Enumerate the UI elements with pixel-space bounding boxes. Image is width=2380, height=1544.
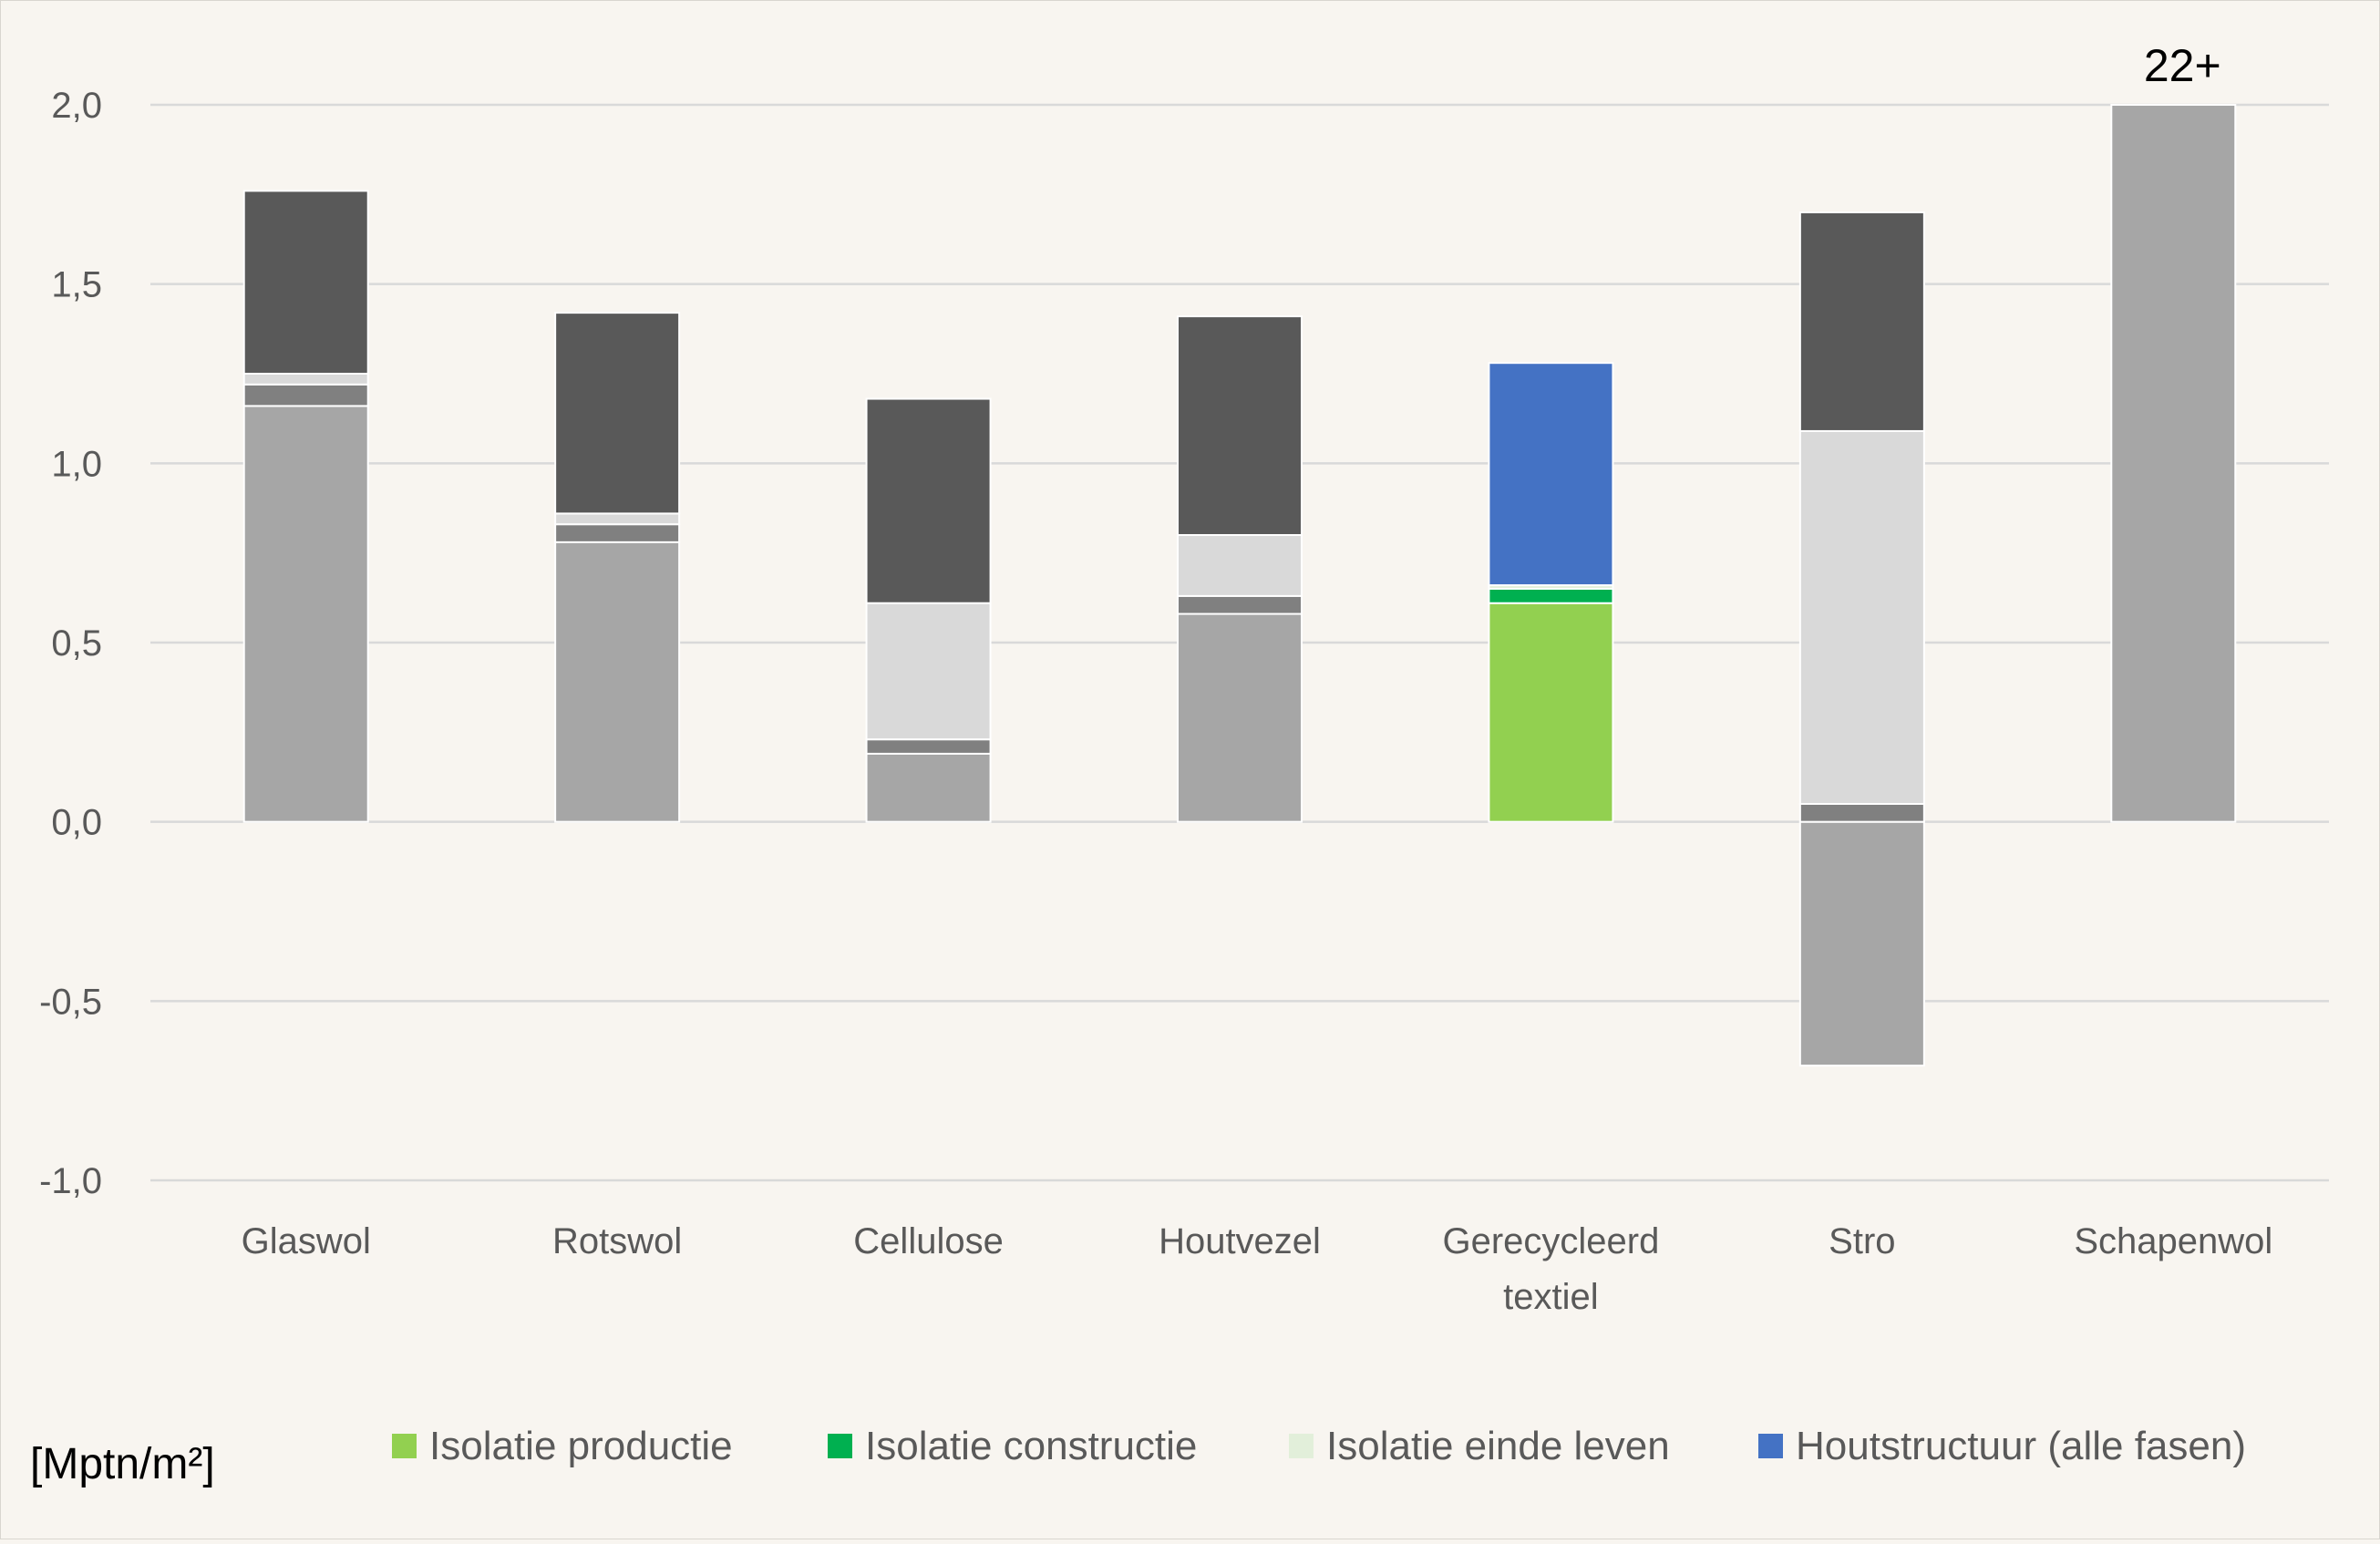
legend-swatch bbox=[392, 1434, 417, 1458]
bar-segment bbox=[865, 752, 992, 823]
legend-swatch bbox=[1289, 1434, 1314, 1458]
y-tick-label: 2,0 bbox=[51, 86, 102, 126]
legend-swatch bbox=[1758, 1434, 1783, 1458]
bar-segment bbox=[1177, 612, 1303, 823]
bar-segment bbox=[865, 602, 992, 741]
y-tick-label: 1,5 bbox=[51, 265, 102, 305]
x-tick-label: Gerecycleerd bbox=[1442, 1221, 1659, 1261]
bar-segment bbox=[1488, 602, 1614, 823]
bar-segment bbox=[554, 312, 681, 515]
y-tick-label: 0,5 bbox=[51, 623, 102, 664]
bar-segment bbox=[2110, 104, 2237, 823]
bar-segment bbox=[865, 397, 992, 604]
x-tick-label: Houtvezel bbox=[1159, 1221, 1321, 1261]
bar-segment bbox=[242, 405, 369, 823]
legend-swatch bbox=[828, 1434, 852, 1458]
x-tick-label: Rotswol bbox=[552, 1221, 682, 1261]
legend-label: Houtstructuur (alle fasen) bbox=[1796, 1424, 2246, 1468]
bar-segment bbox=[242, 383, 369, 407]
y-tick-label: -1,0 bbox=[39, 1161, 102, 1201]
bar-segment bbox=[1177, 534, 1303, 597]
bar-annotation: 22+ bbox=[2144, 40, 2221, 91]
bar-segment bbox=[1488, 362, 1614, 587]
bar-segment bbox=[1488, 588, 1614, 604]
bar-segment bbox=[865, 738, 992, 755]
bar-segment bbox=[242, 373, 369, 386]
y-tick-label: -0,5 bbox=[39, 982, 102, 1022]
legend-label: Isolatie einde leven bbox=[1326, 1424, 1670, 1468]
x-tick-label: Stro bbox=[1829, 1221, 1895, 1261]
x-tick-label: textiel bbox=[1503, 1277, 1599, 1317]
bar-segment bbox=[554, 540, 681, 823]
bar-segment bbox=[1798, 820, 1925, 1067]
bar-segment bbox=[1177, 594, 1303, 615]
legend-label: Isolatie productie bbox=[429, 1424, 733, 1468]
y-tick-label: 0,0 bbox=[51, 803, 102, 843]
bar-segment bbox=[1798, 211, 1925, 432]
bar-segment bbox=[242, 190, 369, 375]
x-tick-label: Schapenwol bbox=[2074, 1221, 2272, 1261]
bar-segment bbox=[554, 523, 681, 543]
y-tick-label: 1,0 bbox=[51, 444, 102, 484]
bar-segment bbox=[554, 512, 681, 526]
unit-label: [Mptn/m²] bbox=[30, 1440, 215, 1488]
legend-label: Isolatie constructie bbox=[865, 1424, 1197, 1468]
bar-segment bbox=[1798, 803, 1925, 823]
bar-segment bbox=[1177, 315, 1303, 537]
x-tick-label: Glaswol bbox=[242, 1221, 371, 1261]
bar-segment bbox=[1798, 429, 1925, 805]
x-tick-label: Cellulose bbox=[853, 1221, 1004, 1261]
